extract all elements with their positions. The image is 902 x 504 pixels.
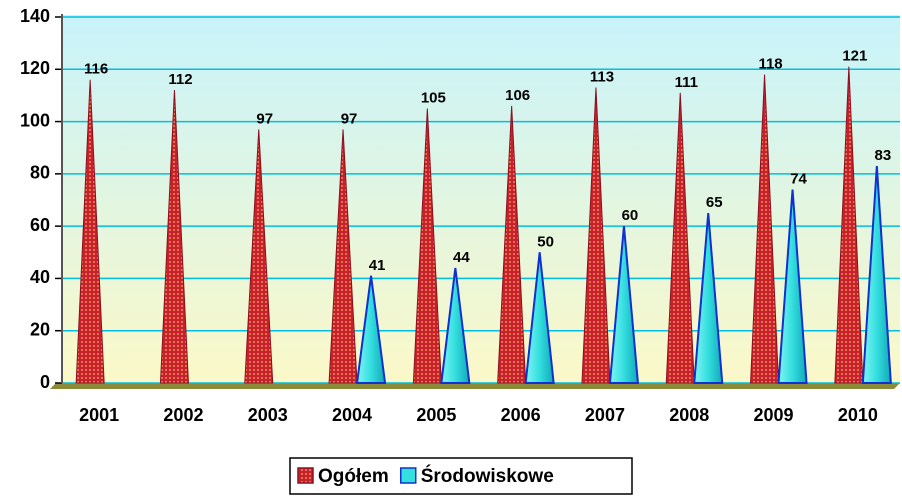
x-tick-label: 2001 [79,405,119,425]
legend-label: Środowiskowe [421,465,554,487]
cone [581,87,611,384]
value-label: 97 [256,110,273,127]
value-label: 41 [369,257,386,274]
y-tick-label: 140 [20,6,50,26]
value-label: 116 [84,61,108,78]
cone [750,74,780,384]
legend-swatch [297,467,314,484]
legend-label: Ogółem [318,466,389,487]
cone [355,275,387,384]
cone [861,165,892,384]
cone [328,129,358,384]
cone [777,189,808,384]
cone [75,79,105,384]
y-tick-label: 60 [30,215,50,235]
cone [665,92,695,384]
value-label: 111 [675,74,698,91]
value-label: 44 [453,249,470,266]
cone [693,212,724,384]
value-label: 74 [790,171,807,188]
value-label: 121 [842,48,867,65]
value-label: 113 [590,69,614,86]
legend: Ogółem Środowiskowe [289,457,633,495]
x-tick-label: 2006 [501,405,541,425]
cone [608,226,640,384]
x-tick-label: 2007 [585,405,625,425]
x-tick-label: 2004 [332,405,372,425]
x-tick-label: 2009 [754,405,794,425]
cone [834,66,864,384]
value-label: 83 [875,147,892,164]
x-tick-label: 2010 [838,405,878,425]
cone [244,129,274,384]
value-label: 60 [622,207,639,224]
y-tick-label: 0 [40,372,50,392]
y-tick-label: 40 [30,267,50,287]
x-tick-label: 2002 [163,405,203,425]
y-tick-label: 20 [30,319,50,339]
cone [159,90,189,384]
y-tick-label: 80 [30,163,50,183]
value-label: 118 [758,55,782,72]
value-label: 105 [421,89,446,106]
value-label: 112 [168,71,192,88]
value-label: 50 [537,233,554,250]
cone [497,105,527,384]
value-label: 97 [341,110,358,127]
x-tick-label: 2008 [669,405,709,425]
cone [440,267,471,384]
y-tick-label: 100 [20,110,50,130]
legend-box [289,457,633,495]
cone [524,252,555,384]
x-tick-label: 2003 [248,405,288,425]
cone [412,108,442,384]
floor [50,383,900,389]
legend-swatch [399,467,417,484]
value-label: 65 [706,194,723,211]
x-tick-label: 2005 [416,405,456,425]
y-tick-label: 120 [20,58,50,78]
value-label: 106 [505,87,530,104]
